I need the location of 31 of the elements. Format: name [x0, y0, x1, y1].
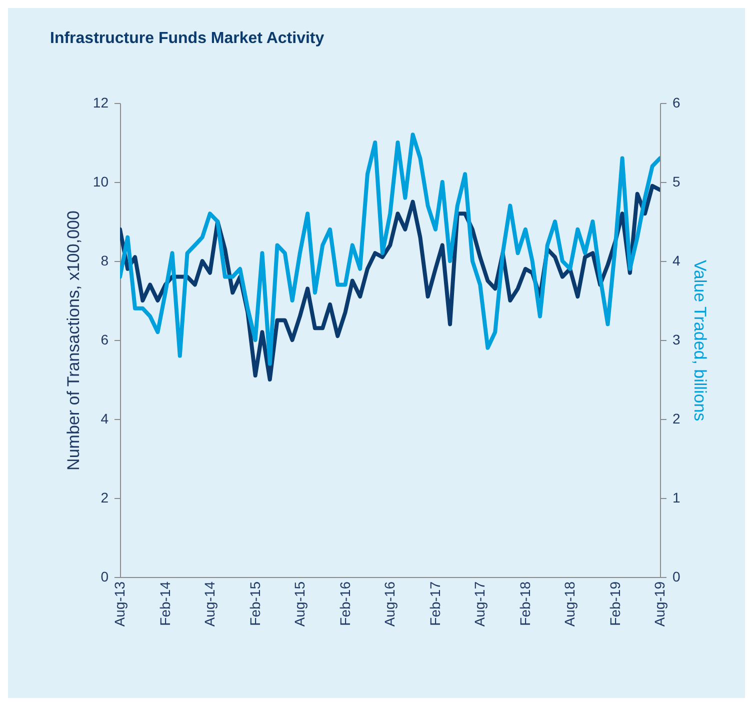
- y-tick-label: 4: [100, 410, 109, 426]
- x-tick-label: Feb-15: [246, 581, 263, 626]
- y2-axis-title: Value Traded, billions: [690, 260, 710, 422]
- y2-tick-label: 6: [672, 94, 680, 110]
- line-series: [120, 132, 660, 366]
- y-tick-label: 2: [100, 490, 109, 506]
- x-tick-label: Feb-16: [336, 581, 353, 626]
- y-axis-title: Number of Transactions, x100,000: [64, 210, 83, 470]
- x-tick-label: Feb-17: [426, 581, 443, 626]
- x-tick-label: Aug-13: [112, 581, 128, 627]
- x-tick-label: Feb-14: [156, 581, 173, 626]
- y-tick-label: 8: [100, 252, 109, 268]
- x-tick-label: Feb-19: [606, 581, 623, 626]
- y-tick-label: 10: [92, 174, 109, 190]
- y2-tick-label: 4: [672, 252, 680, 268]
- x-tick-label: Aug-17: [472, 581, 488, 627]
- x-tick-label: Feb-18: [516, 581, 533, 626]
- y-tick-label: 0: [100, 568, 109, 584]
- chart-title: Infrastructure Funds Market Activity: [50, 30, 324, 47]
- y2-tick-label: 2: [672, 410, 680, 426]
- x-tick-label: Aug-19: [652, 581, 668, 627]
- x-tick-label: Aug-15: [291, 581, 308, 627]
- x-tick-label: Aug-16: [382, 581, 398, 627]
- y2-tick-label: 3: [672, 332, 680, 348]
- y-tick-label: 12: [92, 94, 109, 110]
- x-tick-label: Aug-14: [201, 581, 218, 627]
- y2-tick-label: 1: [672, 490, 680, 506]
- y2-tick-label: 0: [672, 568, 680, 584]
- y2-tick-label: 5: [672, 174, 680, 190]
- x-tick-label: Aug-18: [562, 581, 578, 627]
- y-tick-label: 6: [100, 332, 109, 348]
